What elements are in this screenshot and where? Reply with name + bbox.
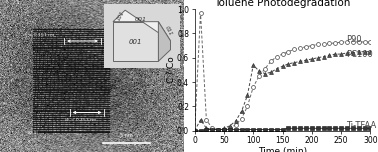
Title: Toluene Photodegradation: Toluene Photodegradation <box>214 0 351 8</box>
Text: 101: 101 <box>116 9 125 21</box>
Text: 82.4°: 82.4° <box>28 131 39 135</box>
Text: 5 nm: 5 nm <box>120 133 133 138</box>
Text: PC100: PC100 <box>346 50 373 59</box>
Text: Ti-TFAA: Ti-TFAA <box>346 121 376 130</box>
Text: P90: P90 <box>346 35 361 44</box>
Text: $d_1$ = 0.151 nm: $d_1$ = 0.151 nm <box>22 31 56 39</box>
Polygon shape <box>113 10 170 41</box>
Text: 001: 001 <box>129 39 143 45</box>
Polygon shape <box>158 22 170 61</box>
Text: $d_2$ = 0.353 nm: $d_2$ = 0.353 nm <box>64 117 98 124</box>
Polygon shape <box>113 22 158 61</box>
Y-axis label: C / Co: C / Co <box>167 57 176 83</box>
Text: 001: 001 <box>134 17 146 22</box>
Text: 011: 011 <box>164 25 174 36</box>
X-axis label: Time (min): Time (min) <box>258 147 307 152</box>
